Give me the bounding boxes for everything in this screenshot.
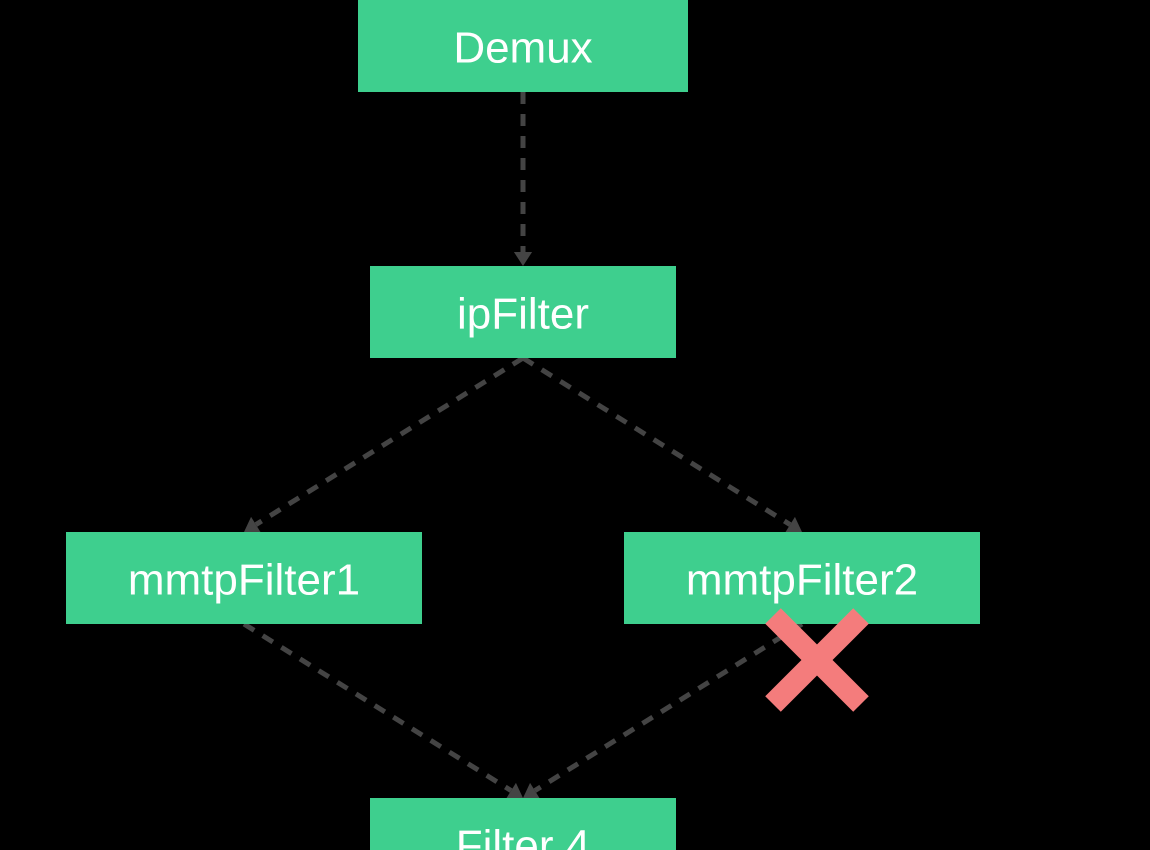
edge-mmtp2-to-filter4 [523, 624, 802, 798]
node-filter4: Filter 4 [370, 798, 676, 850]
node-ipf: ipFilter [370, 266, 676, 358]
node-label: Demux [453, 24, 592, 73]
edge-ipf-to-mmtp2 [523, 358, 802, 532]
node-mmtp1: mmtpFilter1 [66, 532, 422, 624]
node-demux: Demux [358, 0, 688, 92]
arrowhead-icon [514, 252, 532, 266]
node-mmtp2: mmtpFilter2 [624, 532, 980, 624]
edge-line [256, 358, 523, 525]
edge-line [535, 624, 802, 791]
node-label: Filter 4 [456, 822, 590, 850]
node-label: mmtpFilter2 [686, 556, 918, 605]
edge-mmtp1-to-filter4 [244, 624, 523, 798]
edge-demux-to-ipf [514, 92, 532, 266]
edge-line [244, 624, 511, 791]
node-label: mmtpFilter1 [128, 556, 360, 605]
edge-ipf-to-mmtp1 [244, 358, 523, 532]
blocked-icon [773, 616, 861, 704]
node-label: ipFilter [457, 290, 589, 339]
edge-line [523, 358, 790, 525]
